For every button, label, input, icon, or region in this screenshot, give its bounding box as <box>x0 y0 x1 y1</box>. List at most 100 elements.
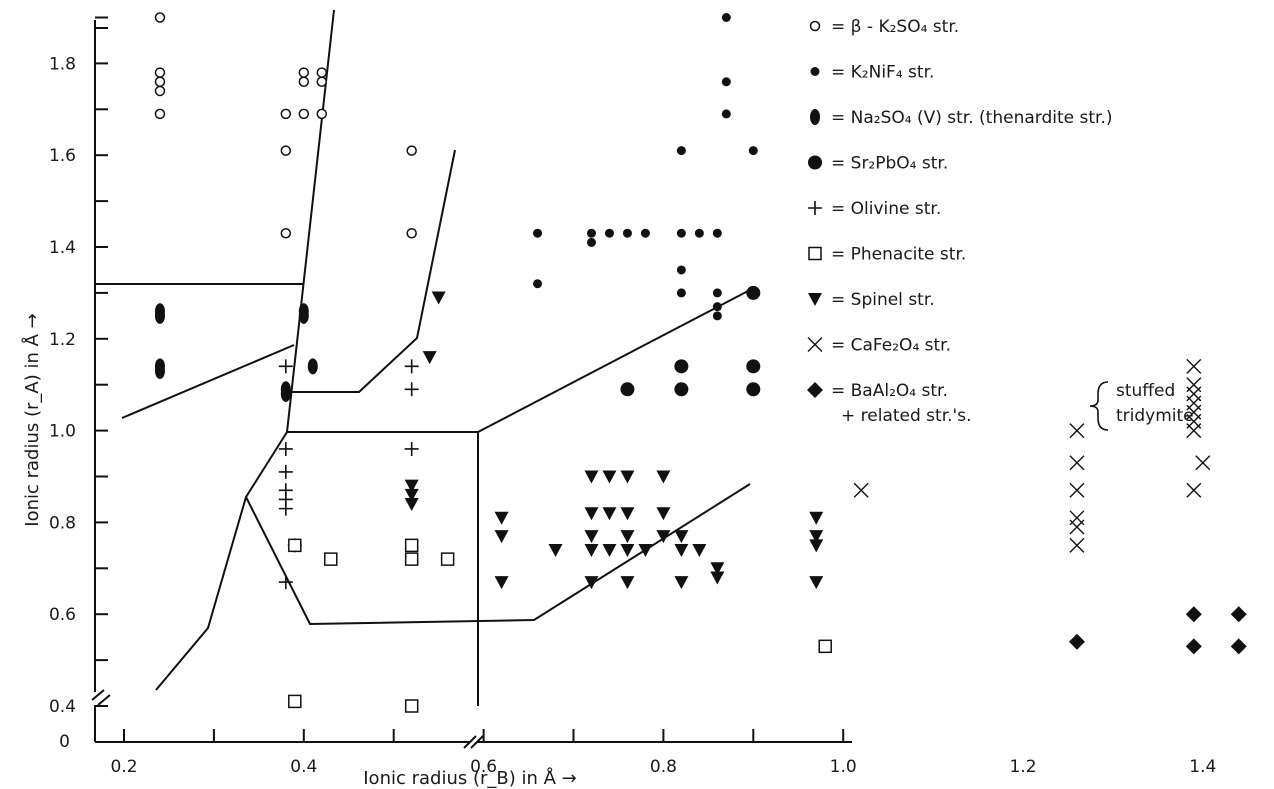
spinel-point <box>692 543 707 557</box>
phenacite-point <box>404 699 419 713</box>
cafe2o4-point <box>1195 455 1211 471</box>
beta_k2so4-point <box>406 227 417 239</box>
y-axis-line <box>91 20 111 742</box>
beta_k2so4-point <box>154 108 166 120</box>
baal2o4-point <box>1185 606 1202 623</box>
phenacite-point <box>404 538 419 553</box>
spinel-point <box>638 543 653 557</box>
phenacite-point <box>440 552 455 566</box>
legend-label-k2nif4: = K₂NiF₄ str. <box>831 63 934 83</box>
spinel-point <box>656 470 671 484</box>
olivine-point <box>404 359 419 374</box>
field-boundary-line <box>245 431 288 498</box>
legend-label-spinel: = Spinel str. <box>831 290 935 310</box>
k2nif4-point <box>748 146 758 156</box>
cafe2o4-point <box>853 482 869 498</box>
cafe2o4-point <box>1186 358 1202 374</box>
beta_k2so4-point <box>154 67 166 78</box>
k2nif4-point <box>640 228 650 238</box>
na2so4-point <box>154 362 165 379</box>
y-tick-label: 0.6 <box>49 605 76 625</box>
field-boundary-line <box>286 9 479 706</box>
beta_k2so4-point <box>154 85 166 97</box>
k2nif4-point <box>533 279 543 289</box>
olivine-point <box>278 359 293 374</box>
y-tick-label: 0.8 <box>49 513 76 533</box>
spinel-point <box>494 576 509 590</box>
beta_k2so4-point <box>154 76 166 88</box>
k2nif4-point <box>676 228 686 238</box>
spinel-point <box>584 530 599 544</box>
k2nif4-point <box>712 288 722 298</box>
k2nif4-point <box>533 228 543 238</box>
spinel-point <box>710 562 725 576</box>
sr2pbo4-point <box>674 359 689 374</box>
spinel-point <box>809 511 824 525</box>
olivine-point <box>404 441 419 456</box>
legend-brace-label-1: stuffed <box>1116 381 1175 401</box>
na2so4-point <box>280 385 291 402</box>
spinel-point <box>674 576 689 590</box>
beta_k2so4-point <box>280 227 292 239</box>
legend-marker-phenacite <box>808 246 822 261</box>
olivine-point <box>404 382 419 397</box>
spinel-point <box>584 543 599 557</box>
phenacite-point <box>324 552 338 566</box>
legend-marker-sr2pbo4 <box>808 155 822 170</box>
legend-label-beta_k2so4: = β - K₂SO₄ str. <box>831 17 959 37</box>
legend-label-baal2o4: = BaAl₂O₄ str. <box>831 381 948 401</box>
axes: 0.2 0.4 0.6 0.8 1.0 1.2 1.4 1.6 1.8 0.4 0.6 0.8 1.0 1… <box>21 16 1216 789</box>
spinel-point <box>584 507 599 521</box>
data-markers <box>154 12 1247 713</box>
spinel-point <box>809 539 824 553</box>
baal2o4-point <box>1185 638 1202 655</box>
k2nif4-point <box>676 146 686 156</box>
spinel-point <box>620 530 635 544</box>
legend-label-na2so4: = Na₂SO₄ (Ⅴ) str. (thenardite str.) <box>831 108 1113 128</box>
beta_k2so4-point <box>316 67 328 78</box>
beta_k2so4-point <box>298 67 310 78</box>
y-tick-label: 1.2 <box>49 330 76 350</box>
legend-label-phenacite: = Phenacite str. <box>831 245 966 265</box>
origin-label: 0 <box>59 732 70 752</box>
cafe2o4-point <box>1069 537 1085 553</box>
spinel-point <box>656 530 671 544</box>
sr2pbo4-point <box>746 285 761 300</box>
legend-label-cafe2o4: = CaFe₂O₄ str. <box>831 336 951 356</box>
legend-label-olivine: = Olivine str. <box>831 199 941 219</box>
cafe2o4-point <box>1069 455 1085 471</box>
legend-marker-beta_k2so4 <box>809 20 821 32</box>
k2nif4-point <box>712 311 722 321</box>
x-tick-label: 1.4 <box>1189 757 1216 777</box>
cafe2o4-point <box>1186 482 1202 498</box>
spinel-point <box>620 576 635 590</box>
sr2pbo4-point <box>746 359 761 374</box>
legend-label-sr2pbo4: = Sr₂PbO₄ str. <box>831 154 948 174</box>
y-tick-label: 1.0 <box>49 422 76 442</box>
beta_k2so4-point <box>316 76 328 88</box>
phenacite-point <box>288 694 302 709</box>
legend-marker-baal2o4 <box>807 382 823 398</box>
x-tick-label: 1.2 <box>1009 757 1036 777</box>
k2nif4-point <box>604 228 614 238</box>
k2nif4-point <box>622 228 632 238</box>
k2nif4-point <box>676 288 686 298</box>
olivine-point <box>278 575 293 590</box>
beta_k2so4-point <box>406 145 417 156</box>
spinel-point <box>674 530 689 544</box>
legend-brace-label-2: tridymite <box>1116 406 1194 426</box>
spinel-point <box>674 543 689 557</box>
k2nif4-point <box>712 302 722 312</box>
olivine-point <box>278 441 293 456</box>
k2nif4-point <box>694 228 704 238</box>
spinel-point <box>404 479 419 493</box>
x-tick-label: 0.2 <box>110 757 137 777</box>
spinel-point <box>710 571 725 585</box>
legend-marker-olivine <box>808 201 822 215</box>
spinel-point <box>422 351 437 365</box>
spinel-point <box>584 470 599 484</box>
spinel-point <box>602 543 617 557</box>
legend: = β - K₂SO₄ str. = K₂NiF₄ str. = Na₂SO₄ (Ⅴ… <box>807 17 1194 431</box>
k2nif4-point <box>721 109 731 119</box>
